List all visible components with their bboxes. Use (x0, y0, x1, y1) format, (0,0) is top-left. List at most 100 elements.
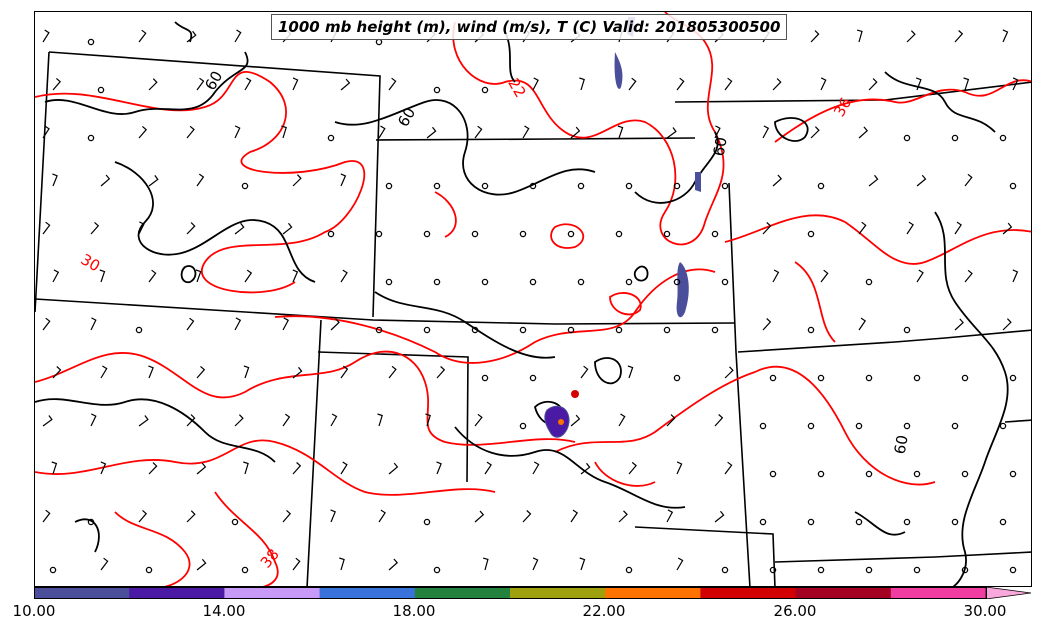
wind-barb (915, 77, 922, 91)
wind-barb (570, 414, 581, 427)
wind-barb (100, 461, 107, 475)
calm-wind-marker (769, 374, 777, 382)
height-contours (35, 21, 1009, 586)
calm-wind-marker (759, 518, 767, 526)
calm-wind-marker (961, 566, 969, 574)
calm-wind-marker (231, 518, 239, 526)
wind-barb (868, 174, 879, 187)
calm-wind-marker (241, 182, 249, 190)
wind-barb (714, 414, 724, 427)
calm-wind-marker (433, 278, 441, 286)
calm-wind-marker (855, 518, 863, 526)
wind-barb (964, 269, 973, 283)
wind-barb (714, 125, 721, 139)
calm-wind-marker (1009, 566, 1017, 574)
border-line (306, 319, 322, 586)
wind-barb (148, 175, 159, 187)
wind-barb (474, 125, 483, 139)
calm-wind-marker (385, 278, 393, 286)
wind-barb (244, 269, 253, 283)
border-line (774, 551, 1031, 563)
calm-wind-marker (817, 470, 825, 478)
wind-barb (474, 413, 483, 427)
wind-barb (484, 461, 492, 475)
calm-wind-marker (423, 326, 431, 334)
calm-wind-marker (817, 566, 825, 574)
wind-barb (666, 127, 677, 139)
wind-barb (906, 30, 916, 43)
calm-wind-marker (577, 182, 585, 190)
wind-barb (292, 557, 301, 571)
calm-wind-marker (807, 326, 815, 334)
border-line (375, 137, 696, 141)
calm-wind-marker (625, 566, 633, 574)
wind-barb (243, 461, 249, 475)
calm-wind-marker (807, 422, 815, 430)
wind-barb (196, 462, 207, 475)
temperature-contour (452, 12, 725, 246)
contour-labels: 60 60 60 60 22 36 30 38 (78, 68, 912, 572)
calm-wind-marker (865, 374, 873, 382)
colorbar-segment (700, 587, 797, 599)
wind-barb (820, 269, 829, 283)
wind-barb (618, 413, 626, 427)
wind-barb (916, 269, 924, 283)
wind-barb (340, 269, 348, 283)
height-contour-label: 60 (891, 434, 912, 456)
wind-barb (148, 78, 158, 91)
height-contour (854, 511, 906, 536)
wind-barb (522, 510, 532, 523)
colorbar-segment (605, 587, 701, 599)
colorbar-outline (34, 587, 987, 599)
height-contour (594, 357, 622, 385)
calm-wind-marker (903, 518, 911, 526)
calm-wind-marker (529, 278, 537, 286)
calm-wind-marker (951, 518, 959, 526)
calm-wind-marker (673, 374, 681, 382)
wind-barb (724, 461, 733, 475)
height-contour (774, 117, 809, 142)
calm-wind-marker (1009, 182, 1017, 190)
wind-barb (234, 125, 241, 139)
wind-barb (292, 366, 303, 379)
calm-wind-marker (951, 134, 959, 142)
border-line (728, 182, 751, 586)
map-title: 1000 mb height (m), wind (m/s), T (C) Va… (271, 14, 788, 40)
calm-wind-marker (855, 422, 863, 430)
calm-wind-marker (519, 326, 527, 334)
calm-wind-marker (375, 38, 383, 46)
colorbar-tick-label: 26.00 (773, 602, 817, 620)
wind-barb (100, 174, 111, 187)
wind-barb (52, 173, 58, 187)
wind-barb (292, 269, 299, 283)
wind-barb (148, 462, 158, 475)
border-line (48, 51, 381, 318)
calm-wind-marker (721, 278, 729, 286)
calm-wind-marker (615, 326, 623, 334)
wind-barb (90, 221, 100, 235)
wind-barb (762, 222, 772, 235)
calm-wind-marker (769, 566, 777, 574)
wind-barb (963, 77, 970, 91)
temperature-contour (214, 491, 279, 586)
wind-barb (148, 365, 154, 379)
calm-wind-marker (673, 182, 681, 190)
wind-barb (186, 125, 195, 139)
calm-wind-marker (433, 566, 441, 574)
calm-wind-marker (567, 230, 575, 238)
temperature-contour (274, 268, 716, 364)
wind-barb (724, 366, 734, 379)
wind-barb (954, 30, 964, 43)
calm-wind-marker (145, 566, 153, 574)
colorbar-tick-label: 14.00 (202, 602, 246, 620)
wind-barb (388, 365, 397, 379)
height-contour (884, 71, 996, 133)
shaded-cell (544, 405, 570, 438)
wind-barb (42, 29, 50, 43)
wind-barb (474, 510, 485, 523)
wind-barb (676, 77, 685, 91)
wind-barb (810, 126, 820, 139)
wind-barb (138, 509, 148, 523)
wind-barb (906, 221, 914, 235)
calm-wind-marker (375, 326, 383, 334)
